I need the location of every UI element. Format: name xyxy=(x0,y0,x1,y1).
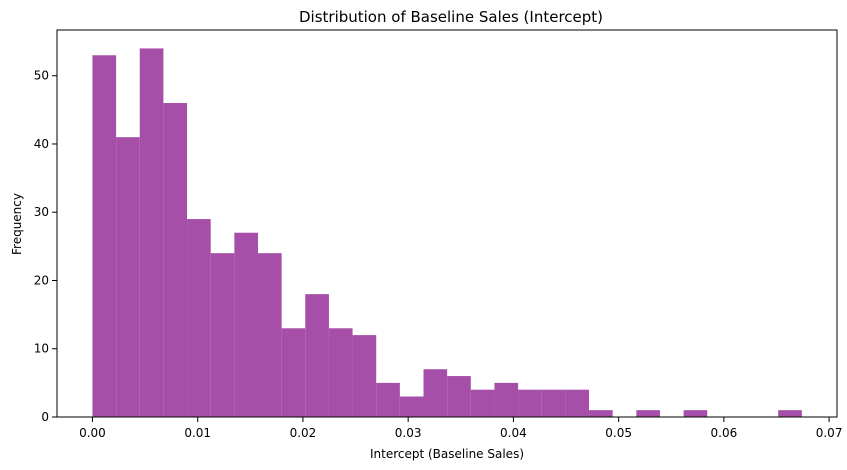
x-axis-ticks: 0.00 0.01 0.02 0.03 0.04 0.05 0.06 0.07 xyxy=(79,417,842,440)
x-axis-label: Intercept (Baseline Sales) xyxy=(370,447,524,461)
histogram-bar xyxy=(683,410,708,417)
histogram-bar xyxy=(163,103,188,418)
x-tick-label: 0.06 xyxy=(711,426,738,440)
x-tick-label: 0.05 xyxy=(605,426,632,440)
histogram-bar xyxy=(518,389,542,417)
histogram-bar xyxy=(234,232,258,417)
x-tick-label: 0.03 xyxy=(395,426,422,440)
chart-title: Distribution of Baseline Sales (Intercep… xyxy=(299,8,603,26)
histogram-bar xyxy=(92,55,117,417)
x-tick-label: 0.00 xyxy=(79,426,106,440)
x-tick-label: 0.02 xyxy=(290,426,317,440)
histogram-bar xyxy=(494,382,519,417)
histogram-bar xyxy=(589,410,613,417)
histogram-bar xyxy=(187,219,211,417)
x-tick-label: 0.04 xyxy=(500,426,527,440)
plot-frame xyxy=(56,29,838,418)
histogram-bar xyxy=(470,389,495,417)
histogram-bar xyxy=(210,253,235,417)
y-tick-label: 40 xyxy=(34,137,49,151)
histogram-bar xyxy=(116,137,140,417)
histogram-bar xyxy=(139,48,164,418)
x-tick-label: 0.07 xyxy=(816,426,843,440)
x-tick-label: 0.01 xyxy=(184,426,211,440)
histogram-bar xyxy=(636,410,660,417)
histogram-bar xyxy=(423,369,448,417)
y-tick-label: 0 xyxy=(41,410,49,424)
histogram-bar xyxy=(305,294,329,417)
histogram-bar xyxy=(778,410,802,417)
histogram-bar xyxy=(352,335,377,417)
histogram-bars xyxy=(92,48,802,418)
histogram-bar xyxy=(281,328,306,417)
histogram-bar xyxy=(541,389,566,417)
histogram-bar xyxy=(257,253,282,417)
histogram-bar xyxy=(328,328,353,417)
histogram-bar xyxy=(376,382,400,417)
y-tick-label: 50 xyxy=(34,69,49,83)
y-tick-label: 20 xyxy=(34,273,49,287)
y-tick-label: 10 xyxy=(34,342,49,356)
histogram-bar xyxy=(565,389,590,417)
histogram-bar xyxy=(447,376,471,417)
histogram-bar xyxy=(399,396,424,417)
y-axis-label: Frequency xyxy=(10,193,24,255)
y-tick-label: 30 xyxy=(34,205,49,219)
y-axis-ticks: 0 10 20 30 40 50 xyxy=(34,69,57,424)
